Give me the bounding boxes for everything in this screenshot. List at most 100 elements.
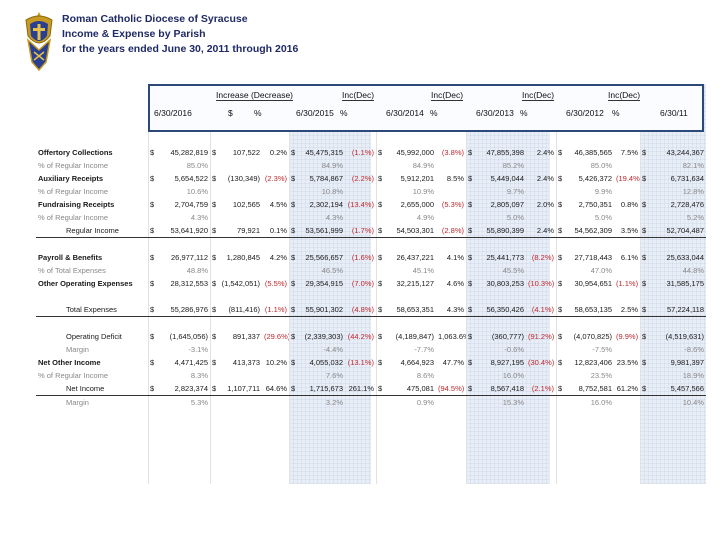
currency-sign <box>210 343 218 356</box>
table-row: Regular Income $53,641,920 $79,921 0.1% $53,… <box>36 224 706 238</box>
cell-value: (1,645,056) <box>169 332 208 341</box>
cell-value: 45.1% <box>412 266 434 275</box>
cell-value: (9.9%) <box>616 332 639 341</box>
cell-value: (1,542,051) <box>221 279 260 288</box>
header-2014-pct: % <box>430 108 438 118</box>
currency-sign: $ <box>150 358 155 367</box>
currency-sign <box>210 396 218 410</box>
cell-value: 2,302,194 <box>309 200 343 209</box>
cell-value: 4.5% <box>269 200 287 209</box>
cell-value: 85.0% <box>186 161 208 170</box>
table-row: Margin -3.1% -4.4% -7.7% -0.6% -7.5% -8.6% <box>36 343 706 356</box>
currency-sign <box>640 396 648 410</box>
cell-value <box>262 211 289 224</box>
cell-value: 8,752,581 <box>564 382 614 396</box>
cell-value: 7.5% <box>620 148 638 157</box>
cell-value: 57,224,118 <box>648 303 706 317</box>
currency-sign <box>376 317 384 331</box>
row-label: % of Regular Income <box>38 213 109 222</box>
cell-value <box>297 238 345 252</box>
cell-value: 25,441,773 <box>486 253 524 262</box>
grid-line <box>289 84 290 484</box>
cell-value: -0.6% <box>504 345 524 354</box>
currency-sign: $ <box>212 200 217 209</box>
cell-value: 2,728,476 <box>670 200 704 209</box>
currency-sign: $ <box>148 382 156 396</box>
cell-value: 2,750,351 <box>578 200 612 209</box>
cell-value: 4.1% <box>446 253 464 262</box>
currency-sign <box>556 264 564 277</box>
cell-value: 45.5% <box>502 266 524 275</box>
header-2011: 6/30/11 <box>660 108 688 118</box>
currency-sign: $ <box>558 279 563 288</box>
cell-value <box>526 185 556 198</box>
cell-value: 55,286,976 <box>156 303 210 317</box>
cell-value: 32,215,127 <box>396 279 434 288</box>
cell-value: 2,823,374 <box>156 382 210 396</box>
cell-value: 10.8% <box>321 187 343 196</box>
currency-sign <box>556 343 564 356</box>
row-label: Fundraising Receipts <box>38 200 115 209</box>
cell-value: 46.5% <box>321 266 343 275</box>
cell-value <box>436 317 466 331</box>
header-2012: 6/30/2012 <box>566 108 604 118</box>
table-row: Auxiliary Receipts $5,654,522 $ (130,349) (2… <box>36 172 706 185</box>
currency-sign: $ <box>289 382 297 396</box>
currency-sign: $ <box>212 253 217 262</box>
cell-value <box>345 264 376 277</box>
cell-value <box>436 396 466 410</box>
row-label: Offertory Collections <box>38 148 113 157</box>
currency-sign <box>466 238 474 252</box>
currency-sign: $ <box>212 279 217 288</box>
currency-sign: $ <box>642 332 647 341</box>
cell-value <box>262 290 289 303</box>
table-row: Other Operating Expenses $28,312,553 $ (1,5… <box>36 277 706 290</box>
cell-value: (811,416) <box>218 303 262 317</box>
table-row <box>36 290 706 303</box>
cell-value <box>345 159 376 172</box>
table-row: Offertory Collections $45,282,819 $107,522… <box>36 146 706 159</box>
cell-value <box>614 264 640 277</box>
cell-value <box>345 211 376 224</box>
cell-value: 9,981,397 <box>670 358 704 367</box>
currency-sign <box>640 317 648 331</box>
shade-2013 <box>466 84 550 484</box>
table-row: % of Total Expenses 48.8% 46.5% 45.1% 45.5% 4… <box>36 264 706 277</box>
table-row: % of Regular Income 85.0% 84.9% 84.9% 85.2% 8… <box>36 159 706 172</box>
currency-sign <box>640 238 648 252</box>
currency-sign <box>210 211 218 224</box>
row-label: Regular Income <box>36 224 148 238</box>
currency-sign: $ <box>642 200 647 209</box>
currency-sign: $ <box>468 332 473 341</box>
currency-sign <box>376 369 384 382</box>
cell-value: (2.8%) <box>436 224 466 238</box>
cell-value: -8.6% <box>684 345 704 354</box>
cell-value: 4,055,032 <box>309 358 343 367</box>
cell-value: 5.3% <box>190 398 208 407</box>
currency-sign: $ <box>556 382 564 396</box>
currency-sign <box>640 369 648 382</box>
header-2013: 6/30/2013 <box>476 108 514 118</box>
cell-value <box>436 185 466 198</box>
currency-sign: $ <box>150 174 155 183</box>
cell-value <box>218 211 262 224</box>
cell-value <box>297 290 345 303</box>
currency-sign: $ <box>289 303 297 317</box>
cell-value: 16.0% <box>502 371 524 380</box>
currency-sign <box>376 211 384 224</box>
header-dollar: $ <box>228 108 233 118</box>
cell-value <box>218 396 262 410</box>
grid-line <box>376 84 377 484</box>
cell-value: 46,385,565 <box>574 148 612 157</box>
cell-value: (1.1%) <box>616 279 639 288</box>
currency-sign: $ <box>150 200 155 209</box>
cell-value: 12,823,406 <box>574 358 612 367</box>
currency-sign <box>148 396 156 410</box>
table-row: Net Income $2,823,374 $1,107,711 64.6% $1,71… <box>36 382 706 396</box>
currency-sign <box>289 396 297 410</box>
cell-value: 84.9% <box>321 161 343 170</box>
cell-value: 107,522 <box>232 148 260 157</box>
cell-value: (30.4%) <box>528 358 555 367</box>
currency-sign: $ <box>558 358 563 367</box>
header-2014: 6/30/2014 <box>386 108 424 118</box>
